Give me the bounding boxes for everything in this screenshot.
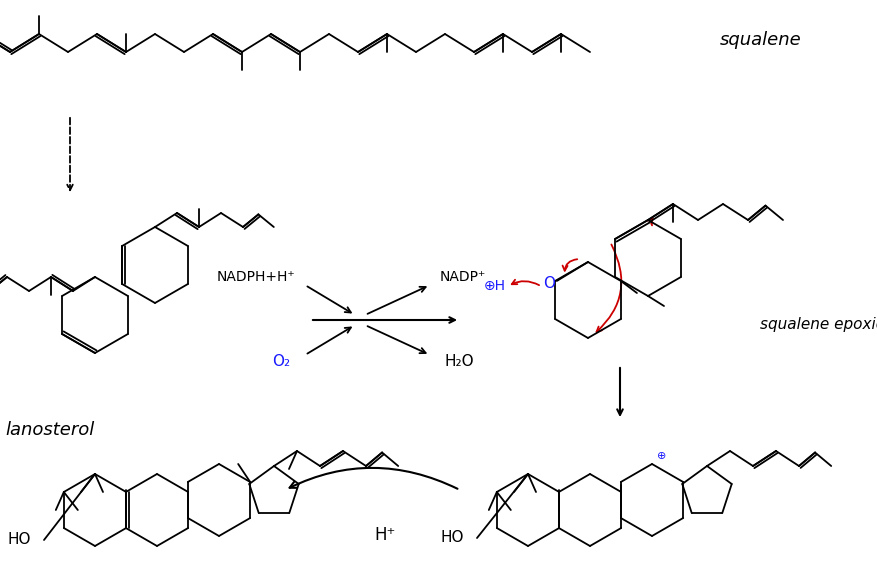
Text: H₂O: H₂O xyxy=(445,355,474,370)
Text: lanosterol: lanosterol xyxy=(5,421,94,439)
FancyArrowPatch shape xyxy=(562,259,576,271)
FancyArrowPatch shape xyxy=(595,245,621,332)
Text: squalene epoxide: squalene epoxide xyxy=(759,318,877,332)
Text: NADP⁺: NADP⁺ xyxy=(439,270,486,284)
Text: O₂: O₂ xyxy=(272,355,289,370)
Text: squalene: squalene xyxy=(719,31,801,49)
Text: HO: HO xyxy=(8,532,31,548)
Text: H⁺: H⁺ xyxy=(374,526,396,544)
Text: HO: HO xyxy=(440,531,463,545)
Text: O: O xyxy=(543,276,555,291)
FancyArrowPatch shape xyxy=(646,218,652,225)
FancyArrowPatch shape xyxy=(511,280,538,285)
Text: ⊕H: ⊕H xyxy=(483,278,505,292)
Text: ⊕: ⊕ xyxy=(657,451,666,461)
Text: NADPH+H⁺: NADPH+H⁺ xyxy=(216,270,295,284)
